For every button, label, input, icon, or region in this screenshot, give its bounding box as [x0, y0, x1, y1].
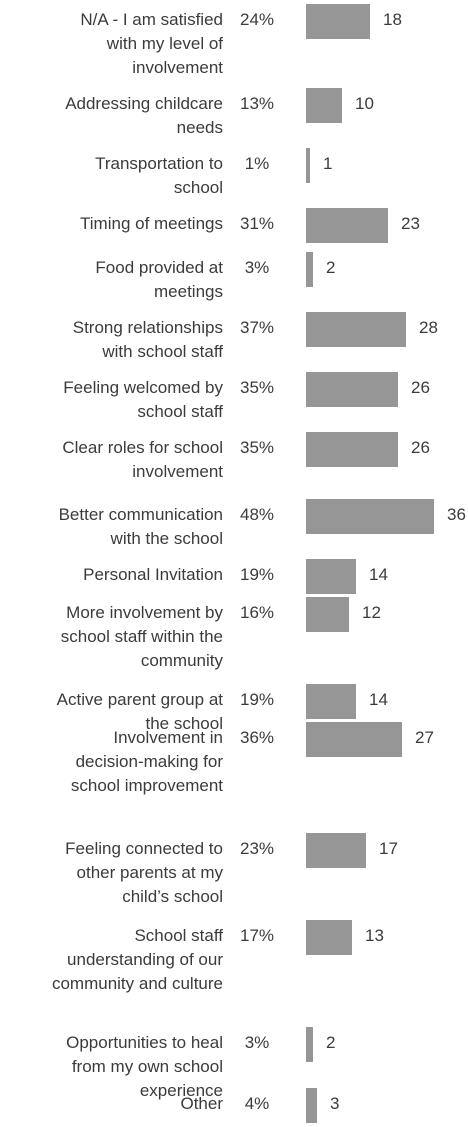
bar: [306, 722, 402, 757]
category-label: Addressing childcare needs: [65, 94, 223, 137]
category-label: Active parent group at the school: [56, 690, 223, 733]
category-label: Better communication with the school: [58, 505, 223, 548]
percent-label: 16%: [239, 603, 275, 622]
bar: [306, 312, 406, 347]
value-label: 18: [383, 10, 402, 29]
value-label: 2: [326, 1033, 336, 1052]
percent-label: 3%: [244, 258, 270, 277]
category-label: Strong relationships with school staff: [72, 318, 223, 361]
bar: [306, 372, 398, 407]
percent-label: 31%: [239, 214, 275, 233]
category-label: Opportunities to heal from my own school e…: [66, 1033, 223, 1100]
percent-label: 35%: [239, 438, 275, 457]
value-label: 17: [379, 839, 398, 858]
bar: [306, 833, 366, 868]
percent-label: 37%: [239, 318, 275, 337]
bar: [306, 684, 356, 719]
value-label: 12: [362, 603, 381, 622]
bar: [306, 252, 313, 287]
percent-label: 1%: [244, 154, 270, 173]
value-label: 1: [323, 154, 333, 173]
bar: [306, 88, 342, 123]
category-label: Clear roles for school involvement: [62, 438, 223, 481]
percent-label: 3%: [244, 1033, 270, 1052]
value-label: 2: [326, 258, 336, 277]
bar: [306, 559, 356, 594]
percent-label: 36%: [239, 728, 275, 747]
category-label: Involvement in decision-making for school …: [70, 728, 223, 795]
value-label: 36: [447, 505, 466, 524]
bar: [306, 499, 434, 534]
percent-label: 17%: [239, 926, 275, 945]
category-label: Food provided at meetings: [95, 258, 223, 301]
category-label: Other: [180, 1094, 223, 1113]
bar: [306, 1088, 317, 1123]
value-label: 10: [355, 94, 374, 113]
category-label: Feeling welcomed by school staff: [63, 378, 223, 421]
category-label: School staff understanding of our communit…: [51, 926, 223, 993]
percent-label: 4%: [244, 1094, 270, 1113]
value-label: 3: [330, 1094, 340, 1113]
category-label: Timing of meetings: [80, 214, 223, 233]
bar: [306, 1027, 313, 1062]
category-label: Personal Invitation: [83, 565, 223, 584]
category-label: Transportation to school: [95, 154, 223, 197]
value-label: 14: [369, 565, 388, 584]
percent-label: 13%: [239, 94, 275, 113]
value-label: 28: [419, 318, 438, 337]
percent-label: 24%: [239, 10, 275, 29]
value-label: 13: [365, 926, 384, 945]
category-label: N/A - I am satisfied with my level of invo…: [80, 10, 223, 77]
bar: [306, 4, 370, 39]
value-label: 23: [401, 214, 420, 233]
value-label: 26: [411, 438, 430, 457]
value-label: 26: [411, 378, 430, 397]
percent-label: 23%: [239, 839, 275, 858]
percent-label: 35%: [239, 378, 275, 397]
percent-label: 19%: [239, 690, 275, 709]
percent-label: 48%: [239, 505, 275, 524]
bar: [306, 597, 349, 632]
bar: [306, 432, 398, 467]
bar: [306, 208, 388, 243]
bar: [306, 920, 352, 955]
bar: [306, 148, 310, 183]
value-label: 27: [415, 728, 434, 747]
category-label: Feeling connected to other parents at my c…: [65, 839, 223, 906]
percent-label: 19%: [239, 565, 275, 584]
value-label: 14: [369, 690, 388, 709]
category-label: More involvement by school staff within t…: [60, 603, 223, 670]
